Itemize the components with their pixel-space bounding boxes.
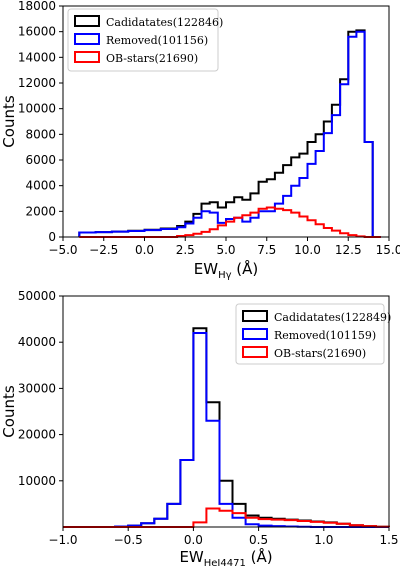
y-tick-label: 18000 [18, 0, 56, 13]
y-tick-label: 10000 [18, 102, 56, 116]
legend-swatch [74, 51, 100, 63]
legend-box [67, 8, 219, 72]
x-tick-label: 0.5 [249, 533, 268, 547]
y-tick-label: 8000 [25, 127, 56, 141]
y-axis-label: Counts [0, 385, 18, 438]
y-tick-label: 2000 [25, 204, 56, 218]
legend-swatch [242, 346, 268, 358]
legend-label: Cadidatates(122849) [274, 311, 391, 324]
y-tick-label: 12000 [18, 76, 56, 90]
y-tick-label: 40000 [18, 335, 56, 349]
x-axis-label-main: EW [179, 548, 203, 566]
x-tick-label: 1.5 [379, 533, 398, 547]
legend-swatch [74, 15, 100, 27]
panel-hei4471: −1.0 −0.5 0.0 0.5 1.0 1.5 10000 20000 30000 40000… [0, 289, 399, 568]
panel-hgamma: −5.0 −2.5 0.0 2.5 5.0 7.5 10.0 12.5 15.0 0 2000 400… [0, 0, 400, 281]
x-axis-label-sub: HeI4471 [204, 558, 246, 568]
x-tick-label: −1.0 [48, 533, 77, 547]
legend-swatch [242, 310, 268, 322]
x-axis-label-unit: (Å) [246, 547, 273, 566]
x-tick-label: −5.0 [48, 243, 77, 257]
y-tick-label: 0 [48, 230, 56, 244]
x-tick-label: 10.0 [294, 243, 321, 257]
x-axis-label-sub: Hγ [218, 270, 232, 281]
series-line [78, 30, 381, 238]
x-axis-label: EWHeI4471 (Å) [179, 547, 272, 568]
x-tick-label: 1.0 [314, 533, 333, 547]
x-axis-label-main: EW [194, 260, 218, 278]
plot-frame [62, 295, 390, 528]
y-tick-label: 30000 [18, 381, 56, 395]
x-tick-label: 0.0 [135, 243, 154, 257]
y-tick-label: 16000 [18, 25, 56, 39]
legend-label: OB-stars(21690) [274, 347, 366, 360]
x-tick-label: −0.5 [114, 533, 143, 547]
y-tick-label: 6000 [25, 153, 56, 167]
y-tick-label: 50000 [18, 289, 56, 303]
x-axis-label: EWHγ (Å) [194, 259, 258, 281]
x-axis-label-unit: (Å) [232, 259, 259, 278]
legend-swatch [74, 33, 100, 45]
x-tick-label: 5.0 [216, 243, 235, 257]
x-tick-label: 12.5 [335, 243, 362, 257]
legend-label: Cadidatates(122846) [106, 16, 223, 29]
legend-label: Removed(101156) [106, 34, 208, 47]
legend-box [235, 303, 385, 365]
x-tick-label: −2.5 [89, 243, 118, 257]
x-tick-label: 2.5 [176, 243, 195, 257]
legend-label: OB-stars(21690) [106, 52, 198, 65]
x-tick-label: 15.0 [376, 243, 400, 257]
y-tick-label: 14000 [18, 50, 56, 64]
x-tick-label: 7.5 [257, 243, 276, 257]
y-tick-label: 4000 [25, 179, 56, 193]
y-axis-label: Counts [0, 95, 18, 148]
y-tick-label: 20000 [18, 428, 56, 442]
series-line [63, 507, 390, 528]
legend-label: Removed(101159) [274, 329, 376, 342]
x-tick-label: 0.0 [184, 533, 203, 547]
y-tick-label: 10000 [18, 474, 56, 488]
legend-swatch [242, 328, 268, 340]
series-line [79, 206, 381, 238]
